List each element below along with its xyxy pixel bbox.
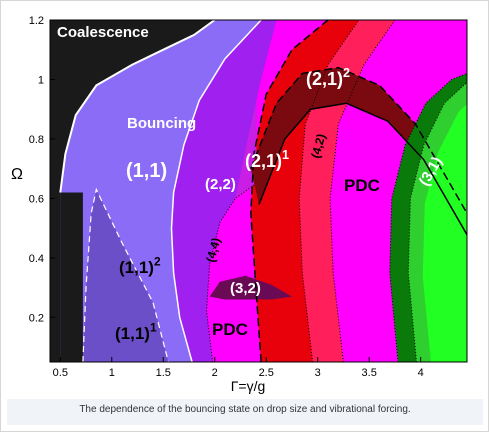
x-axis-ticks: 0.5 1 1.5 2 2.5 3 3.5 4	[53, 357, 424, 379]
region-label-4: (1,1)1	[115, 320, 157, 343]
x-axis-label: Γ=γ/g	[231, 378, 266, 394]
region-label-1: Bouncing	[127, 115, 196, 132]
coalescence-boundary	[59, 20, 216, 193]
y-tick-label: 1	[38, 74, 44, 86]
x-tick-label: 2.5	[259, 367, 274, 379]
boundary-layer	[59, 20, 467, 362]
region-label-12: PDC	[344, 176, 380, 195]
y-tick-label: 0.2	[29, 312, 44, 324]
region-label-8: PDC	[212, 320, 248, 339]
region-label-2: (1,1)	[126, 160, 167, 182]
plot-area-border	[49, 19, 468, 363]
region-label-5: (2,2)	[205, 176, 236, 193]
mode-31-inner-boundary	[407, 81, 467, 362]
phase-diagram-chart: Coalescence Bouncing (1,1) (1,1)2 (1,1)1 (2,2…	[11, 15, 468, 394]
x-tick-label: 0.5	[53, 367, 68, 379]
region-label-9: (2,1)1	[245, 148, 289, 171]
coalescence-lower	[60, 192, 83, 362]
region-label-3: (1,1)2	[119, 254, 161, 277]
x-tick-label: 1	[109, 367, 115, 379]
caption-bar: The dependence of the bouncing state on …	[7, 399, 483, 425]
coalescence-region	[50, 20, 215, 362]
mode-44-boundary	[205, 183, 257, 362]
mode-31-boundary	[389, 73, 467, 362]
region-label-sup-10: 2	[343, 66, 350, 80]
mode-11-boundary	[82, 187, 169, 362]
y-axis-label: Ω	[11, 166, 23, 183]
mode-11-sub-region	[82, 189, 169, 362]
mode-21-left-boundary	[250, 20, 329, 362]
region-label-sup-4: 1	[150, 320, 157, 334]
y-tick-label: 0.4	[29, 253, 44, 265]
mode-32-region	[209, 275, 292, 300]
region-label-10: (2,1)2	[306, 66, 350, 89]
bouncing-boundary	[170, 20, 262, 362]
x-tick-label: 4	[418, 367, 424, 379]
mode-21-sq-lower	[258, 102, 467, 237]
region-label-7: (3,2)	[230, 280, 261, 297]
mode-21-right-boundary	[298, 20, 360, 362]
region-label-sup-9: 1	[282, 148, 289, 162]
x-tick-label: 1.5	[156, 367, 171, 379]
y-axis-ticks: 0.2 0.4 0.6 0.8 1 1.2	[29, 15, 55, 324]
region-label-sup-3: 2	[154, 254, 161, 268]
mode-21-sq-upper	[250, 66, 467, 214]
region-labels: Coalescence Bouncing (1,1) (1,1)2 (1,1)1 (2,2…	[57, 24, 446, 343]
x-tick-label: 3	[315, 367, 321, 379]
mode-21-sq-region	[250, 67, 467, 235]
y-tick-label: 1.2	[29, 15, 44, 27]
region-label-0: Coalescence	[57, 24, 149, 41]
y-tick-label: 0.8	[29, 134, 44, 146]
region-label-11: (4,2)	[308, 132, 328, 159]
mode-42-boundary	[329, 20, 396, 362]
y-tick-label: 0.6	[29, 193, 44, 205]
region-layer	[50, 20, 467, 362]
x-tick-label: 2	[212, 367, 218, 379]
region-label-6: (4,4)	[203, 236, 223, 263]
pdc-green-region	[422, 20, 467, 362]
x-tick-label: 3.5	[362, 367, 377, 379]
figure-caption: The dependence of the bouncing state on …	[79, 404, 411, 415]
